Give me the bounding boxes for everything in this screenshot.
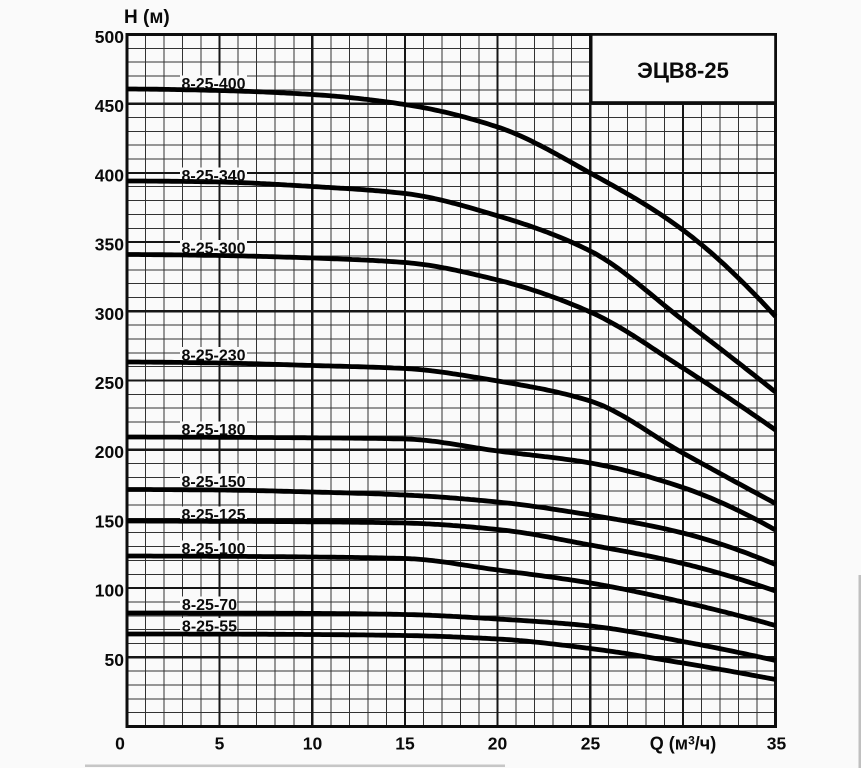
svg-text:150: 150: [95, 511, 124, 531]
svg-text:8-25-340: 8-25-340: [181, 168, 245, 185]
svg-text:300: 300: [95, 304, 124, 324]
svg-text:8-25-55: 8-25-55: [182, 619, 237, 636]
svg-text:20: 20: [488, 734, 508, 754]
svg-text:8-25-400: 8-25-400: [181, 76, 245, 93]
svg-text:250: 250: [95, 373, 124, 393]
svg-text:50: 50: [105, 650, 125, 670]
svg-text:8-25-100: 8-25-100: [181, 541, 245, 558]
svg-text:25: 25: [581, 734, 601, 754]
svg-text:0: 0: [115, 734, 125, 754]
svg-text:8-25-150: 8-25-150: [181, 474, 245, 491]
svg-text:8-25-180: 8-25-180: [181, 422, 245, 439]
svg-text:8-25-125: 8-25-125: [181, 507, 245, 524]
svg-text:8-25-230: 8-25-230: [181, 348, 245, 365]
svg-text:100: 100: [95, 581, 124, 601]
svg-text:8-25-300: 8-25-300: [181, 241, 245, 258]
svg-text:450: 450: [95, 96, 124, 116]
svg-text:35: 35: [767, 734, 787, 754]
svg-text:ЭЦВ8-25: ЭЦВ8-25: [637, 58, 729, 83]
svg-text:Q (м3/ч): Q (м3/ч): [650, 734, 716, 754]
svg-text:5: 5: [215, 734, 225, 754]
svg-text:8-25-70: 8-25-70: [182, 597, 237, 614]
svg-text:500: 500: [95, 27, 124, 47]
svg-text:10: 10: [303, 734, 323, 754]
svg-text:H (м): H (м): [124, 7, 170, 28]
svg-text:15: 15: [395, 734, 415, 754]
svg-text:200: 200: [95, 442, 124, 462]
svg-text:400: 400: [95, 165, 124, 185]
svg-text:350: 350: [95, 235, 124, 255]
